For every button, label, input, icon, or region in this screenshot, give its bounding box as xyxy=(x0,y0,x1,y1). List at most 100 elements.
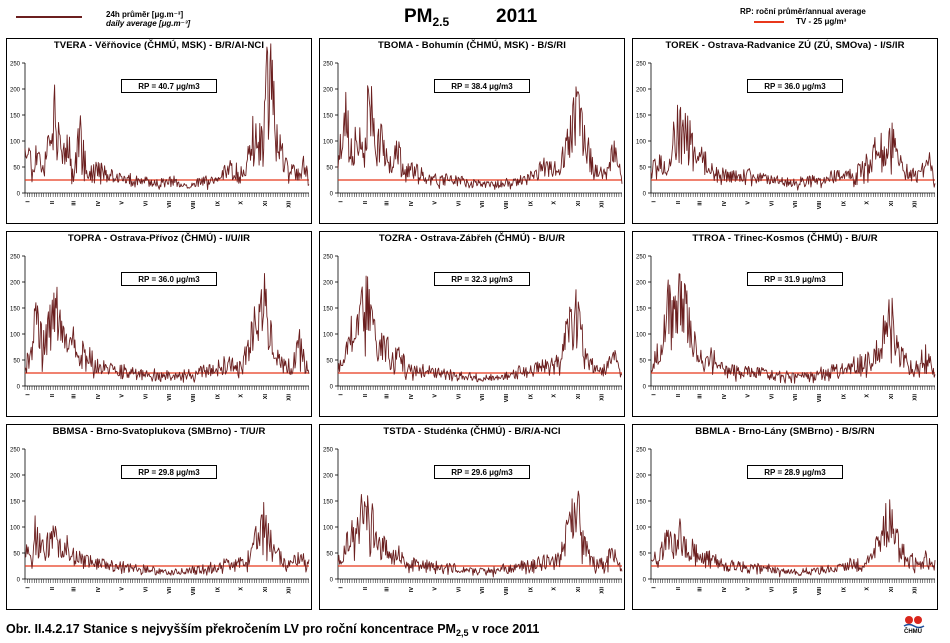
x-tick-label: I xyxy=(339,587,345,589)
x-tick-label: X xyxy=(239,587,245,591)
y-tick-label: 200 xyxy=(10,474,21,480)
series-line xyxy=(24,43,310,191)
x-tick-label: I xyxy=(26,587,32,589)
x-tick-label: X xyxy=(865,394,871,398)
x-tick-label: IV xyxy=(722,394,728,400)
x-tick-label: VII xyxy=(480,587,486,594)
y-tick-label: 250 xyxy=(636,62,647,68)
y-tick-label: 0 xyxy=(17,578,21,584)
y-tick-label: 250 xyxy=(636,448,647,454)
x-tick-label: IV xyxy=(722,587,728,593)
chart-panel: BBMSA - Brno-Svatoplukova (SMBrno) - T/U… xyxy=(6,424,312,610)
y-tick-label: 200 xyxy=(10,281,21,287)
annual-average-label: RP = 28.9 μg/m3 xyxy=(747,465,843,479)
x-tick-label: VII xyxy=(793,201,799,208)
x-tick-label: I xyxy=(652,201,658,203)
title-pollutant-main: PM xyxy=(404,6,433,27)
x-tick-label: III xyxy=(385,394,391,399)
y-tick-label: 50 xyxy=(13,552,20,558)
y-tick-label: 100 xyxy=(636,140,647,146)
caption-sub: 2,5 xyxy=(455,628,469,638)
x-tick-label: X xyxy=(552,587,558,591)
y-tick-label: 0 xyxy=(330,192,334,198)
annual-average-label: RP = 36.0 μg/m3 xyxy=(121,272,217,286)
x-tick-label: II xyxy=(363,201,369,205)
x-tick-label: VII xyxy=(167,587,173,594)
x-tick-label: IX xyxy=(841,394,847,400)
series-line xyxy=(24,501,310,576)
x-day-ticks xyxy=(24,193,309,197)
x-tick-label: VI xyxy=(456,201,462,207)
x-tick-label: II xyxy=(363,394,369,398)
chart-title: TSTDA - Studénka (ČHMÚ) - B/R/A-NCI xyxy=(383,426,561,437)
x-tick-label: VIII xyxy=(504,394,510,403)
annual-average-label: RP = 32.3 μg/m3 xyxy=(434,272,530,286)
y-tick-label: 100 xyxy=(636,526,647,532)
x-tick-label: VII xyxy=(793,394,799,401)
x-tick-label: IV xyxy=(96,201,102,207)
x-tick-label: III xyxy=(72,201,78,206)
x-tick-label: XII xyxy=(599,394,605,401)
chart-title: TBOMA - Bohumín (ČHMÚ, MSK) - B/S/RI xyxy=(378,40,566,51)
y-tick-label: 0 xyxy=(643,192,647,198)
x-tick-label: VIII xyxy=(817,394,823,403)
y-tick-label: 100 xyxy=(10,526,21,532)
x-tick-label: III xyxy=(385,201,391,206)
x-day-ticks xyxy=(650,193,935,197)
chart-panel: TSTDA - Studénka (ČHMÚ) - B/R/A-NCI 0 50 10… xyxy=(319,424,625,610)
x-tick-label: VII xyxy=(480,394,486,401)
annual-average-label: RP = 31.9 μg/m3 xyxy=(747,272,843,286)
annual-average-label: RP = 40.7 μg/m3 xyxy=(121,79,217,93)
x-tick-label: II xyxy=(676,201,682,205)
legend-rp-label: RP: roční průměr/annual average xyxy=(740,7,866,16)
x-tick-label: IX xyxy=(215,394,221,400)
chart-title: BBMLA - Brno-Lány (SMBrno) - B/S/RN xyxy=(695,426,875,437)
chmu-logo: ČHMÚ xyxy=(900,614,930,638)
x-tick-label: XI xyxy=(889,587,895,593)
x-tick-label: III xyxy=(72,587,78,592)
x-tick-label: II xyxy=(50,394,56,398)
y-tick-label: 250 xyxy=(10,255,21,261)
y-tick-label: 150 xyxy=(636,114,647,120)
x-tick-label: IV xyxy=(409,201,415,207)
x-tick-label: XI xyxy=(889,394,895,400)
y-tick-label: 0 xyxy=(330,578,334,584)
x-tick-label: VII xyxy=(480,201,486,208)
x-tick-label: XI xyxy=(576,394,582,400)
series-line xyxy=(24,273,310,383)
legend-annual-average: RP: roční průměr/annual average TV - 25 … xyxy=(740,5,940,31)
series-line xyxy=(650,104,936,191)
y-tick-label: 0 xyxy=(643,578,647,584)
x-tick-label: VIII xyxy=(817,587,823,596)
x-tick-label: X xyxy=(239,201,245,205)
x-tick-label: VIII xyxy=(504,587,510,596)
x-tick-label: XI xyxy=(576,201,582,207)
y-tick-label: 50 xyxy=(639,552,646,558)
x-tick-label: XI xyxy=(889,201,895,207)
x-tick-label: IX xyxy=(215,201,221,207)
y-tick-label: 100 xyxy=(323,140,334,146)
x-tick-label: IX xyxy=(215,587,221,593)
x-tick-label: V xyxy=(745,201,751,205)
x-tick-label: VII xyxy=(793,587,799,594)
y-tick-label: 150 xyxy=(636,307,647,313)
chart-panel: TOREK - Ostrava-Radvanice ZÚ (ZÚ, SMOva)… xyxy=(632,38,938,224)
y-tick-label: 50 xyxy=(13,166,20,172)
chart-panel: TBOMA - Bohumín (ČHMÚ, MSK) - B/S/RI 0 50 1… xyxy=(319,38,625,224)
chart-panel: TVERA - Věřňovice (ČHMÚ, MSK) - B/R/AI-N… xyxy=(6,38,312,224)
x-tick-label: XII xyxy=(599,587,605,594)
legend-series-swatch xyxy=(16,16,82,18)
y-tick-label: 0 xyxy=(330,385,334,391)
series-line xyxy=(650,499,936,578)
x-tick-label: IV xyxy=(96,394,102,400)
y-tick-label: 150 xyxy=(323,500,334,506)
y-tick-label: 50 xyxy=(326,359,333,365)
x-tick-label: XII xyxy=(286,394,292,401)
chart-title: TTROA - Třinec-Kosmos (ČHMÚ) - B/U/R xyxy=(692,233,878,244)
x-tick-label: VIII xyxy=(191,201,197,210)
y-tick-label: 100 xyxy=(323,526,334,532)
x-tick-label: III xyxy=(72,394,78,399)
